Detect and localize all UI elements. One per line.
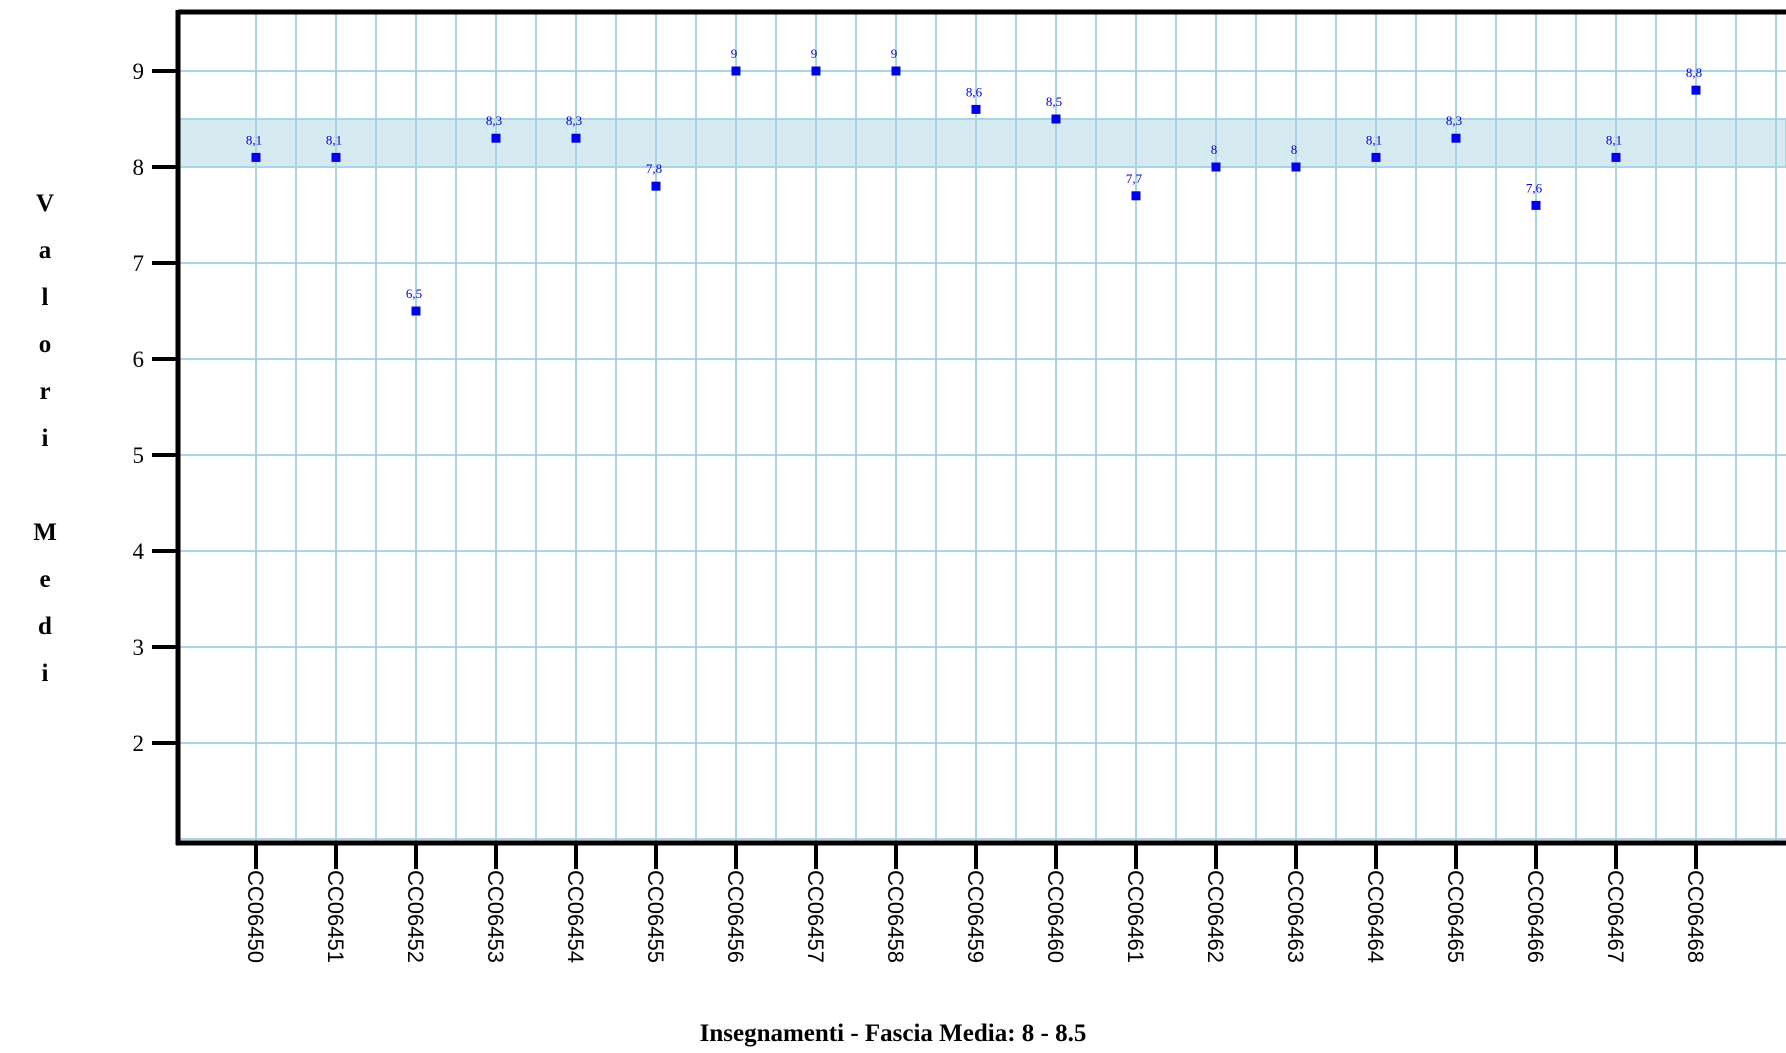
y-axis-title-letter: l [41, 284, 49, 311]
x-tick-label: CC06452 [403, 870, 428, 963]
data-label: 7,6 [1526, 180, 1543, 195]
data-point [651, 181, 661, 191]
x-tick-label: CC06460 [1043, 870, 1068, 963]
x-tick-label: CC06465 [1443, 870, 1468, 963]
y-axis-title-letter: r [39, 378, 51, 405]
points-layer: 8,1 8,1 6,5 8,3 8,3 7,8 9 9 9 8,6 8,5 7,7 8 8 8,1 8,3 7,… [246, 46, 1702, 316]
x-tick-label: CC06468 [1683, 870, 1708, 963]
data-point [331, 152, 341, 162]
data-point [811, 66, 821, 76]
y-axis-title-letter: o [38, 331, 52, 358]
x-tick-label: CC06451 [323, 870, 348, 963]
x-tick-label: CC06453 [483, 870, 508, 963]
data-point [731, 66, 741, 76]
data-label: 8,3 [1446, 113, 1462, 128]
y-tick-label: 4 [133, 539, 145, 564]
x-tick-label: CC06450 [243, 870, 268, 963]
y-axis-title-letter: i [41, 660, 49, 687]
data-label: 8,1 [1366, 132, 1382, 147]
x-tick-label: CC06457 [803, 870, 828, 963]
data-point [1371, 152, 1381, 162]
data-label: 7,7 [1126, 171, 1143, 186]
data-label: 8 [1211, 142, 1218, 157]
data-point [1131, 191, 1141, 201]
data-point [1051, 114, 1061, 124]
x-tick-label: CC06458 [883, 870, 908, 963]
data-label: 7,8 [646, 161, 662, 176]
data-label: 9 [731, 46, 738, 61]
x-tick-label: CC06462 [1203, 870, 1228, 963]
data-point [1531, 200, 1541, 210]
x-tick-label: CC06455 [643, 870, 668, 963]
data-point [571, 133, 581, 143]
data-point [251, 152, 261, 162]
x-tick-label: CC06466 [1523, 870, 1548, 963]
data-point [891, 66, 901, 76]
y-axis-title-letter: d [38, 613, 52, 640]
data-point [971, 104, 981, 114]
data-label: 8,1 [246, 132, 262, 147]
x-tick-label: CC06456 [723, 870, 748, 963]
data-label: 8,3 [566, 113, 582, 128]
average-band [177, 118, 1786, 168]
y-tick-label: 6 [133, 347, 145, 372]
data-label: 8,5 [1046, 94, 1062, 109]
x-tick-label: CC06463 [1283, 870, 1308, 963]
y-axis-title-letter: i [41, 425, 49, 452]
data-label: 8 [1291, 142, 1298, 157]
y-tick-label: 7 [133, 251, 145, 276]
y-tick-label: 8 [133, 155, 145, 180]
average-band-layer [177, 118, 1786, 168]
data-point [1691, 85, 1701, 95]
x-tick-label: CC06459 [963, 870, 988, 963]
data-point [1451, 133, 1461, 143]
y-axis-title-letter: a [38, 237, 52, 264]
x-tick-label: CC06461 [1123, 870, 1148, 963]
data-point [1291, 162, 1301, 172]
data-label: 8,1 [1606, 132, 1622, 147]
x-axis-title: Insegnamenti - Fascia Media: 8 - 8.5 [699, 1020, 1087, 1047]
x-tick-label: CC06454 [563, 870, 588, 963]
data-label: 9 [811, 46, 818, 61]
y-axis-title-letter: M [33, 519, 57, 546]
data-point [491, 133, 501, 143]
data-label: 8,3 [486, 113, 502, 128]
y-axis-title-letter: V [35, 190, 55, 217]
x-tick-label: CC06467 [1603, 870, 1628, 963]
data-point [411, 306, 421, 316]
data-point [1611, 152, 1621, 162]
y-tick-label: 9 [133, 59, 145, 84]
data-label: 8,8 [1686, 65, 1702, 80]
data-label: 9 [891, 46, 898, 61]
grid-layer [178, 12, 1786, 843]
x-tick-label: CC06464 [1363, 870, 1388, 963]
y-tick-label: 2 [133, 731, 145, 756]
y-tick-label: 5 [133, 443, 145, 468]
data-point [1211, 162, 1221, 172]
data-label: 6,5 [406, 286, 422, 301]
y-tick-label: 3 [133, 635, 145, 660]
axis-layer: 2 3 4 5 6 7 8 9 CC06450 CC06451 CC06452 CC06453 CC06… [133, 9, 1786, 963]
y-axis-title-gap [0, 462, 90, 509]
data-label: 8,1 [326, 132, 342, 147]
data-label: 8,6 [966, 84, 983, 99]
y-axis-title-letter: e [39, 566, 51, 593]
